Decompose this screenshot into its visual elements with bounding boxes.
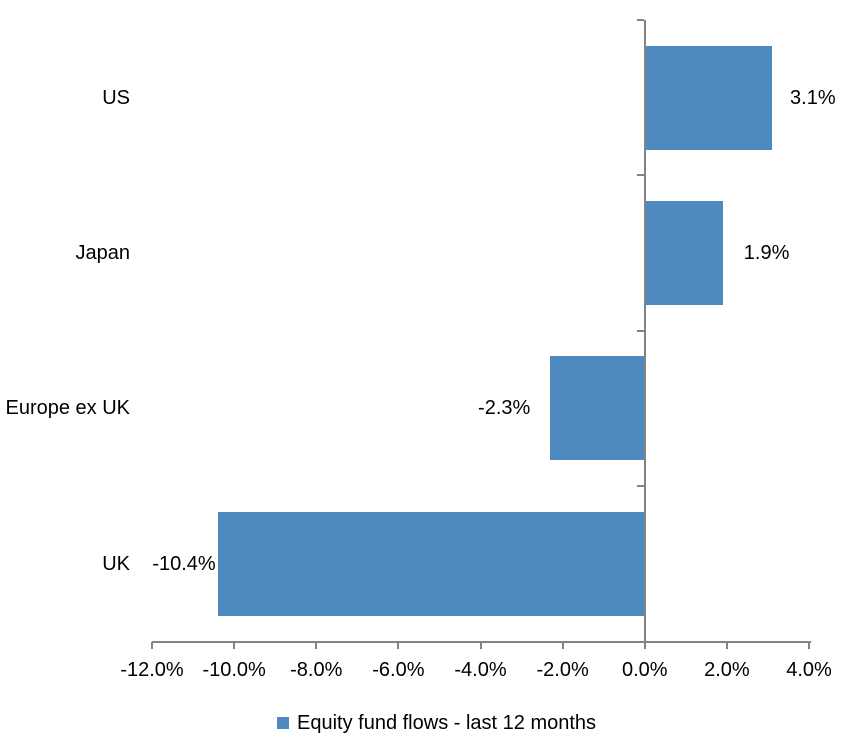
x-axis-tick xyxy=(233,641,236,649)
horizontal-axis-line xyxy=(152,640,811,643)
legend: Equity fund flows - last 12 months xyxy=(277,711,596,735)
x-tick-label--12-0-: -12.0% xyxy=(120,659,184,681)
x-tick-label-0-0-: 0.0% xyxy=(621,659,668,681)
x-tick-label--6-0-: -6.0% xyxy=(372,659,425,681)
category-axis-tick xyxy=(636,174,644,177)
bar-europe-ex-uk xyxy=(550,356,645,461)
x-axis-tick xyxy=(808,641,810,649)
category-label-europe-ex-uk: Europe ex UK xyxy=(5,397,130,420)
category-axis-tick xyxy=(636,329,644,332)
x-axis-tick xyxy=(643,641,646,649)
bar-us xyxy=(644,45,773,150)
category-label-japan: Japan xyxy=(75,242,131,265)
category-axis-tick xyxy=(636,485,644,488)
category-axis-tick xyxy=(636,19,644,21)
x-axis-tick xyxy=(315,641,318,649)
data-label-us: 3.1% xyxy=(790,86,836,109)
x-tick-label--10-0-: -10.0% xyxy=(202,659,266,681)
x-tick-label-2-0-: 2.0% xyxy=(704,659,750,681)
x-tick-label--2-0-: -2.0% xyxy=(536,659,589,681)
data-label-uk: -10.4% xyxy=(152,552,216,575)
data-label-europe-ex-uk: -2.3% xyxy=(478,397,531,420)
x-axis-tick xyxy=(561,641,564,649)
x-axis-tick xyxy=(151,641,153,649)
category-label-uk: UK xyxy=(102,552,130,575)
vertical-axis-line xyxy=(643,20,646,644)
legend-swatch-icon xyxy=(277,717,289,729)
category-label-us: US xyxy=(102,86,130,109)
x-axis-tick xyxy=(725,641,728,649)
x-axis-tick xyxy=(397,641,400,649)
x-tick-label--8-0-: -8.0% xyxy=(290,659,343,681)
x-tick-label-4-0-: 4.0% xyxy=(786,659,832,681)
bar-uk xyxy=(217,511,645,616)
data-label-japan: 1.9% xyxy=(743,242,790,265)
legend-label: Equity fund flows - last 12 months xyxy=(297,712,597,734)
x-axis-tick xyxy=(479,641,482,649)
x-tick-label--4-0-: -4.0% xyxy=(454,659,507,681)
bar-japan xyxy=(644,201,723,306)
